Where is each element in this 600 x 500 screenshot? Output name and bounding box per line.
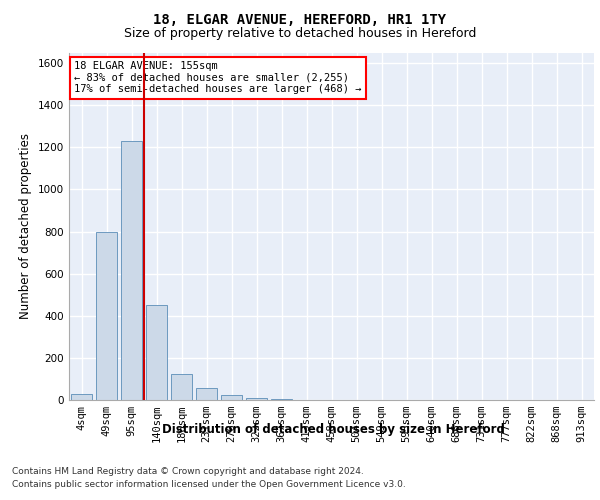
Text: Contains HM Land Registry data © Crown copyright and database right 2024.: Contains HM Land Registry data © Crown c… — [12, 468, 364, 476]
Bar — [71, 394, 92, 400]
Text: Distribution of detached houses by size in Hereford: Distribution of detached houses by size … — [161, 422, 505, 436]
Bar — [196, 388, 217, 400]
Bar — [271, 399, 292, 400]
Bar — [246, 398, 267, 400]
Bar — [121, 141, 142, 400]
Text: 18, ELGAR AVENUE, HEREFORD, HR1 1TY: 18, ELGAR AVENUE, HEREFORD, HR1 1TY — [154, 12, 446, 26]
Text: Size of property relative to detached houses in Hereford: Size of property relative to detached ho… — [124, 28, 476, 40]
Bar — [221, 394, 242, 400]
Bar — [146, 305, 167, 400]
Y-axis label: Number of detached properties: Number of detached properties — [19, 133, 32, 320]
Text: 18 ELGAR AVENUE: 155sqm
← 83% of detached houses are smaller (2,255)
17% of semi: 18 ELGAR AVENUE: 155sqm ← 83% of detache… — [74, 61, 362, 94]
Text: Contains public sector information licensed under the Open Government Licence v3: Contains public sector information licen… — [12, 480, 406, 489]
Bar — [96, 232, 117, 400]
Bar — [171, 374, 192, 400]
